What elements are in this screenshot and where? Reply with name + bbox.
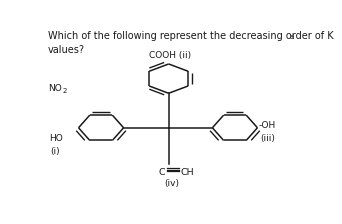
Text: NO: NO <box>48 84 62 93</box>
Text: values?: values? <box>48 45 85 55</box>
Text: Which of the following represent the decreasing order of K: Which of the following represent the dec… <box>48 31 334 41</box>
Text: (iii): (iii) <box>261 134 276 143</box>
Text: (iv): (iv) <box>164 179 179 188</box>
Text: HO: HO <box>49 134 63 144</box>
Text: C: C <box>158 168 165 177</box>
Text: -OH: -OH <box>259 121 276 130</box>
Text: CH: CH <box>180 168 194 177</box>
Text: (i): (i) <box>51 147 60 156</box>
Text: 2: 2 <box>62 88 66 94</box>
Text: COOH (ii): COOH (ii) <box>149 51 191 60</box>
Text: a: a <box>290 34 294 40</box>
